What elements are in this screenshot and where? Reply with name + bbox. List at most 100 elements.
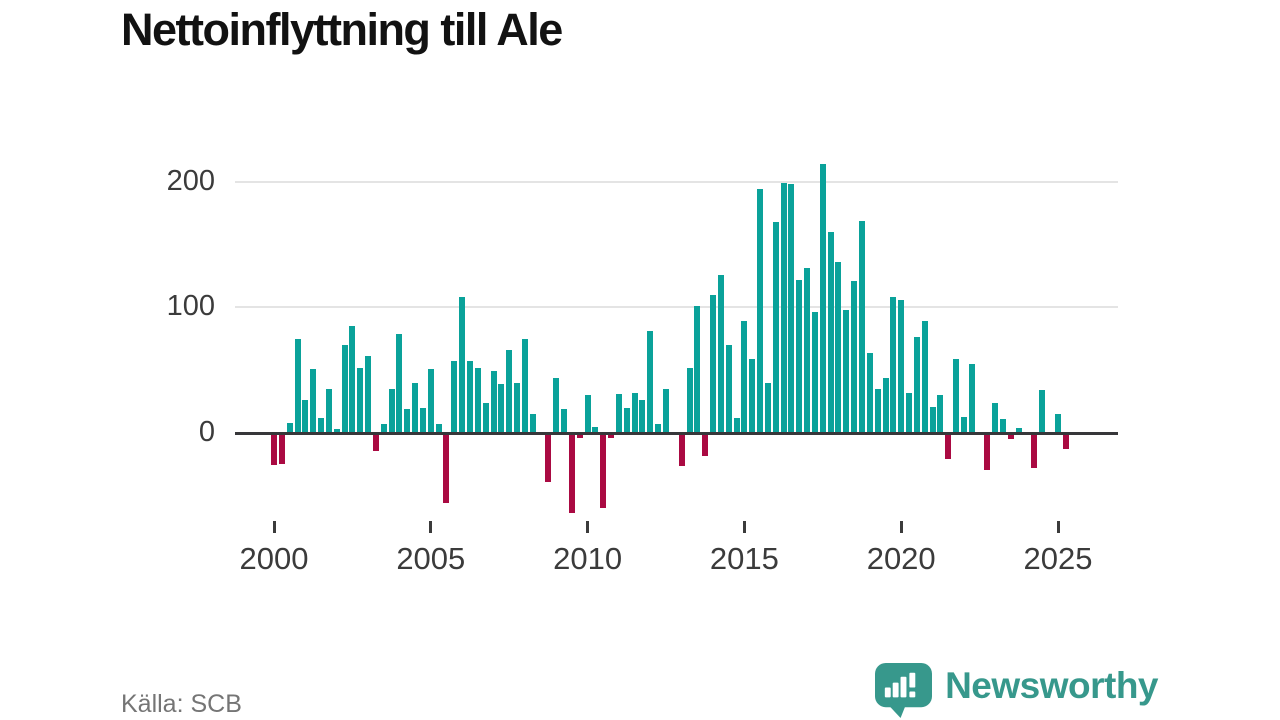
- bar-2019Q2: [874, 389, 881, 433]
- x-tick-2020: [899, 521, 903, 533]
- bar-2010Q2: [592, 426, 599, 433]
- x-tick-label: 2000: [239, 541, 309, 576]
- bar-2016Q4: [796, 279, 803, 433]
- bar-2012Q1: [647, 331, 654, 433]
- bar-2004Q2: [404, 409, 411, 433]
- x-tick-label: 2020: [866, 541, 936, 576]
- bar-2022Q2: [968, 363, 975, 433]
- y-axis-label: 200: [166, 164, 215, 197]
- bar-2013Q1: [678, 435, 685, 467]
- bar-2014Q4: [733, 417, 740, 433]
- bar-2016Q2: [780, 182, 787, 433]
- bar-2025Q2: [1062, 435, 1069, 449]
- bar-2003Q1: [365, 356, 372, 433]
- bar-2009Q1: [553, 377, 560, 433]
- bar-2008Q1: [521, 338, 528, 433]
- bar-2019Q1: [866, 352, 873, 433]
- bar-2016Q1: [772, 221, 779, 433]
- bar-2014Q1: [710, 294, 717, 433]
- x-tick-2015: [742, 521, 746, 533]
- bar-2009Q3: [568, 435, 575, 513]
- bar-2004Q1: [396, 333, 403, 433]
- newsworthy-wordmark: Newsworthy: [945, 665, 1158, 706]
- x-tick-label: 2010: [553, 541, 623, 576]
- bar-2023Q3: [1007, 435, 1014, 439]
- bar-2004Q3: [412, 382, 419, 433]
- bar-2011Q3: [631, 392, 638, 433]
- bar-2005Q3: [443, 435, 450, 503]
- bar-2025Q1: [1055, 414, 1061, 433]
- logo-bar-chart-icon: [875, 662, 933, 718]
- bar-2000Q2: [278, 435, 285, 464]
- bar-2021Q1: [929, 406, 936, 433]
- bar-2005Q1: [427, 368, 434, 433]
- bar-2007Q1: [490, 371, 497, 433]
- bar-2011Q2: [623, 407, 630, 433]
- bar-2006Q3: [474, 367, 481, 433]
- bar-2006Q4: [482, 402, 489, 433]
- bar-2021Q2: [937, 395, 944, 433]
- bar-2006Q1: [459, 297, 466, 433]
- bar-2001Q2: [310, 368, 317, 433]
- bar-2015Q3: [757, 189, 764, 433]
- bar-2008Q2: [529, 414, 536, 433]
- bar-2018Q1: [835, 262, 842, 433]
- gridline-y100: [235, 306, 1118, 309]
- bar-2011Q1: [615, 394, 622, 433]
- bar-2019Q4: [890, 297, 897, 433]
- x-tick-2000: [272, 521, 276, 533]
- bar-2014Q3: [725, 345, 732, 433]
- bar-2012Q3: [663, 389, 669, 433]
- bar-2010Q3: [600, 435, 607, 508]
- bar-2004Q4: [419, 407, 426, 433]
- y-axis-label: 0: [198, 416, 215, 448]
- bar-2001Q4: [325, 389, 332, 433]
- bar-2022Q4: [984, 435, 991, 471]
- bar-2001Q1: [302, 400, 309, 433]
- bar-2023Q2: [1000, 419, 1007, 433]
- bar-2000Q4: [294, 338, 301, 433]
- bar-2003Q3: [380, 424, 387, 433]
- bar-2021Q4: [953, 358, 960, 433]
- source-note: Källa: SCB: [121, 690, 242, 718]
- bar-2020Q2: [906, 392, 913, 433]
- bar-2017Q3: [819, 164, 826, 433]
- bar-2023Q1: [992, 402, 999, 433]
- bar-2002Q2: [341, 345, 348, 433]
- bar-2007Q2: [498, 383, 505, 433]
- bar-2020Q4: [921, 321, 928, 433]
- bar-2021Q3: [945, 435, 952, 459]
- bar-2000Q1: [271, 435, 277, 466]
- bar-2003Q2: [372, 435, 379, 452]
- bar-2003Q4: [388, 389, 395, 433]
- bar-2024Q3: [1039, 390, 1046, 433]
- bar-2010Q1: [584, 395, 591, 433]
- bar-2012Q2: [655, 424, 662, 433]
- bar-2018Q3: [851, 280, 858, 433]
- newsworthy-logo: Newsworthy: [874, 662, 1158, 718]
- bar-2006Q2: [467, 361, 473, 433]
- bar-2007Q4: [514, 382, 521, 433]
- bar-2020Q1: [898, 299, 905, 433]
- x-tick-label: 2005: [396, 541, 466, 576]
- bar-2014Q2: [717, 274, 724, 433]
- bar-2018Q4: [859, 220, 865, 433]
- bar-2015Q1: [741, 321, 748, 433]
- bar-2005Q2: [435, 424, 442, 433]
- x-tick-label: 2025: [1023, 541, 1093, 576]
- chart-title: Nettoinflyttning till Ale: [121, 4, 563, 55]
- bar-2023Q4: [1015, 427, 1022, 433]
- bar-2008Q4: [545, 435, 552, 482]
- bar-2010Q4: [608, 435, 615, 438]
- bar-2002Q3: [349, 326, 356, 433]
- bar-2016Q3: [788, 184, 795, 433]
- x-axis-zero-line: [235, 432, 1118, 435]
- gridline-y200: [235, 180, 1118, 183]
- bar-2007Q3: [506, 350, 513, 433]
- bar-2013Q3: [694, 306, 701, 433]
- bar-2009Q4: [576, 435, 583, 438]
- y-axis-label: 100: [166, 290, 215, 323]
- bar-2005Q4: [451, 361, 458, 433]
